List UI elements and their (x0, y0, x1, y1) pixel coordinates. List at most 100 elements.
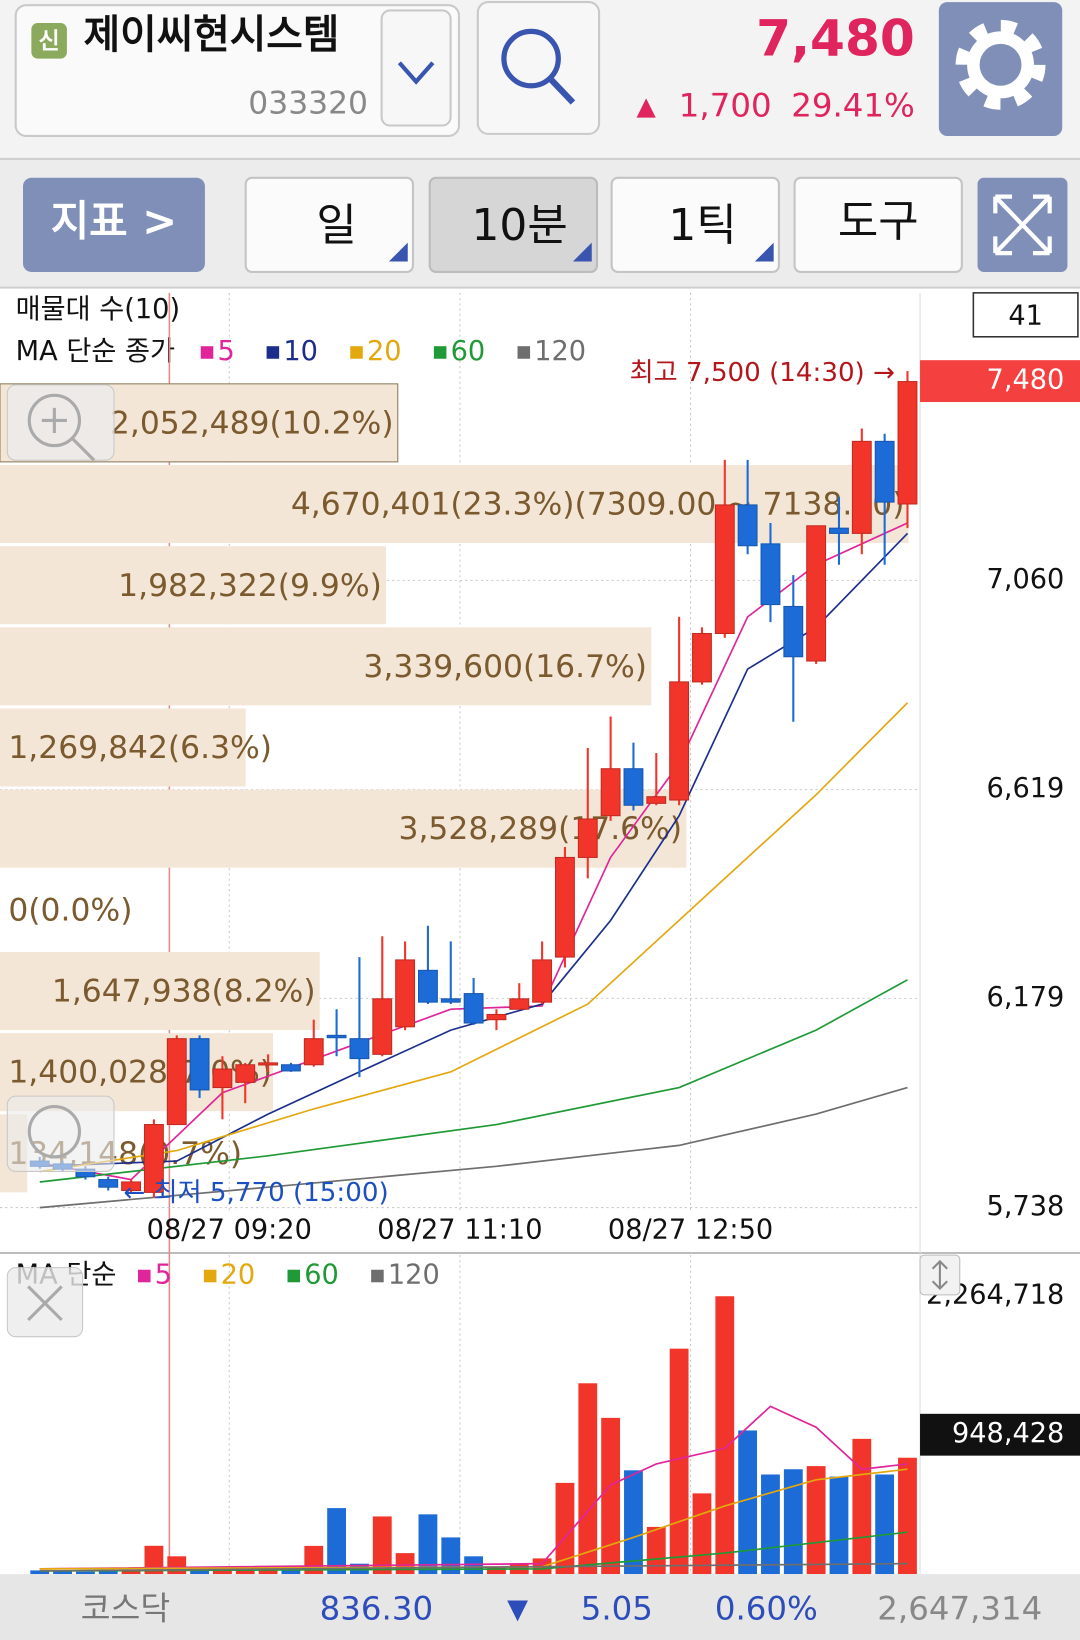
legend-label: 20 (367, 336, 402, 367)
candle-body (783, 605, 804, 658)
search-icon-handle (548, 77, 576, 105)
volume-bar (692, 1493, 712, 1575)
plot: 5,738 6,179 6,619 7,060 08/27 09:20 08/27 11:… (0, 292, 1080, 1575)
market-volume: 2,647,314 (877, 1590, 1042, 1628)
candle-body (532, 959, 553, 1003)
legend-swatch (200, 346, 214, 359)
tools-button[interactable] (793, 176, 963, 273)
volume-ma-line (39, 1531, 908, 1572)
interval-label: 10분 (471, 200, 567, 251)
candle-body (143, 1124, 164, 1193)
profile-bar (0, 708, 246, 787)
profile-title: 매물대 수(10) (16, 294, 180, 325)
zoom-icon-plus (41, 407, 96, 462)
current-price-label: 7,480 (987, 365, 1065, 396)
ma-line (39, 702, 909, 1173)
zoom-icon (27, 393, 82, 448)
stock-code: 033320 (248, 86, 368, 122)
ma-line (39, 532, 909, 1168)
period-button[interactable] (244, 176, 415, 273)
legend-swatch (517, 346, 531, 359)
candle-body (212, 1068, 233, 1089)
volume-bar (601, 1417, 621, 1575)
close-icon (27, 1285, 63, 1322)
zoom-icon (27, 1105, 82, 1159)
x-tick-label: 08/27 09:20 (147, 1215, 312, 1246)
candle-body (486, 1013, 507, 1021)
badge: 신 (39, 28, 60, 54)
market-change: 5.05 (581, 1590, 653, 1628)
profile-bar (0, 789, 687, 868)
candle-body (692, 632, 712, 683)
candle-body (189, 1038, 210, 1091)
legend-label: 10 (283, 336, 318, 367)
gear-icon (967, 31, 1034, 99)
stock-name: 제이씨현시스템 (84, 12, 340, 58)
volume-bar (281, 1569, 301, 1575)
gear-teeth (955, 19, 1046, 110)
legend-swatch (203, 1269, 217, 1283)
volume-ma-line (39, 1562, 908, 1572)
market-rate: 0.60% (715, 1590, 818, 1628)
candle-body (395, 959, 416, 1028)
volume-bar (715, 1296, 735, 1575)
volume-bar (53, 1571, 72, 1575)
candle-body (349, 1038, 370, 1060)
volume-bar (829, 1476, 849, 1575)
volume-bar (167, 1556, 187, 1575)
candle-body (623, 768, 644, 806)
market-arrow: ▼ (507, 1594, 528, 1625)
dropdown-button[interactable] (380, 9, 452, 127)
volume-bar (852, 1438, 872, 1575)
candle-body (98, 1179, 119, 1188)
y-tick-label: 6,619 (987, 773, 1065, 804)
candle-body (737, 504, 758, 547)
profile-label: 2,052,489(10.2%) (110, 405, 394, 441)
volume-bar (487, 1566, 506, 1575)
market-name: 코스닥 (81, 1590, 170, 1628)
profile-bar (0, 951, 320, 1031)
volume-bar (578, 1383, 598, 1575)
tick-button[interactable] (610, 176, 780, 273)
volume-bar (258, 1569, 278, 1575)
legend-swatch (350, 346, 363, 359)
legend-swatch (266, 346, 280, 359)
current-volume-label: 948,428 (952, 1418, 1064, 1449)
candle-body (280, 1064, 301, 1072)
legend-label: 60 (304, 1260, 339, 1291)
volume-bar (372, 1516, 392, 1575)
candle-body (874, 440, 895, 503)
candle-body (418, 969, 438, 1003)
profile-label: 1,400,028(7.0%) (8, 1055, 272, 1091)
stock-box[interactable] (14, 4, 461, 138)
volume-bar (761, 1474, 780, 1575)
candle-body (669, 681, 690, 801)
candle-body (806, 525, 827, 662)
legend-swatch (287, 1269, 301, 1283)
profile-label: 0(0.0%) (8, 892, 132, 928)
tools-label: 도구 (838, 196, 919, 247)
profile-bar (0, 546, 387, 625)
interval-button[interactable] (428, 176, 599, 273)
volume-bar (875, 1474, 895, 1575)
profile-label: 1,982,322(9.9%) (118, 568, 382, 604)
volume-bar (898, 1457, 917, 1575)
legend-label: 60 (451, 336, 486, 367)
volume-bar (624, 1470, 643, 1575)
volume-bar (418, 1514, 438, 1575)
legend-swatch (371, 1269, 384, 1283)
legend-swatch (433, 346, 447, 359)
market-index: 836.30 (320, 1590, 433, 1628)
legend-swatch (138, 1269, 151, 1283)
search-button[interactable] (476, 1, 601, 135)
current-price-box (920, 360, 1080, 403)
candle-body (646, 796, 667, 804)
legend-label: 120 (534, 336, 586, 367)
volume-ma-line (39, 1405, 908, 1570)
profile-label: 3,528,289(17.6%) (399, 811, 683, 847)
volume-bar (75, 1571, 95, 1575)
indicator-button[interactable] (23, 177, 205, 272)
candle-body (326, 1034, 347, 1039)
